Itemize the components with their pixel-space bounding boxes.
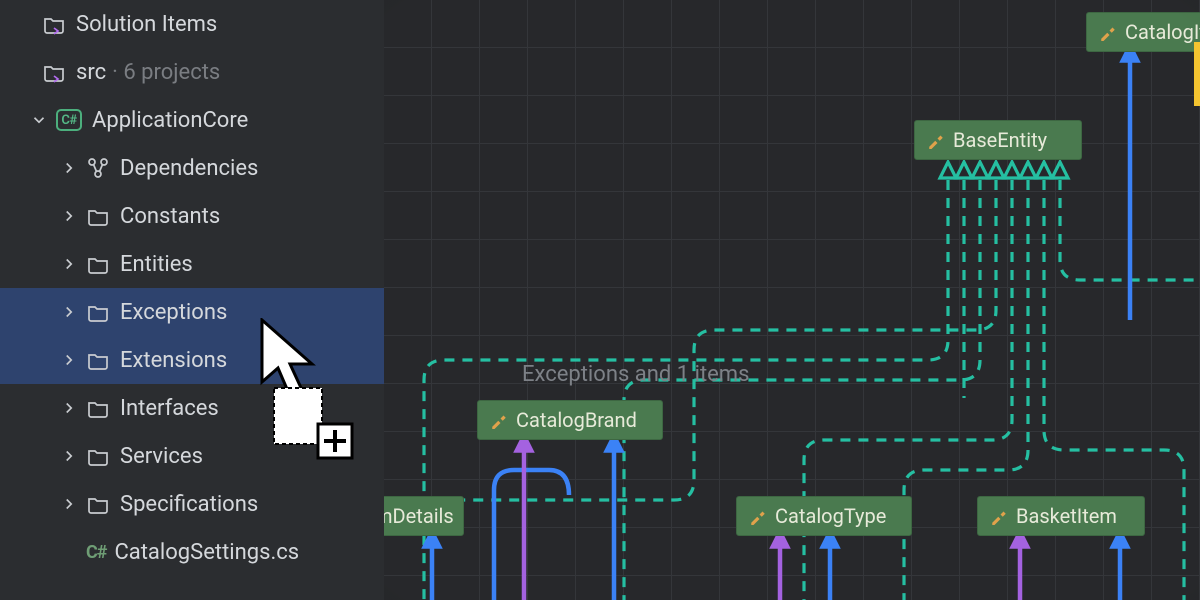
node-baseentity[interactable]: BaseEntity bbox=[914, 120, 1082, 160]
tree-item-label: Specifications bbox=[120, 492, 258, 517]
tree-item-applicationcore[interactable]: C# ApplicationCore bbox=[0, 96, 384, 144]
tree-item-sublabel: · 6 projects bbox=[112, 60, 220, 85]
tree-item-extensions[interactable]: Extensions bbox=[0, 336, 384, 384]
chevron-right-icon[interactable] bbox=[60, 207, 78, 225]
chevron-right-icon[interactable] bbox=[60, 303, 78, 321]
chevron-right-icon[interactable] bbox=[60, 447, 78, 465]
csharp-file-icon: C# bbox=[86, 542, 106, 563]
node-label: mDetails bbox=[384, 504, 454, 528]
tree-item-constants[interactable]: Constants bbox=[0, 192, 384, 240]
tree-item-catalogsettings[interactable]: C# CatalogSettings.cs bbox=[0, 528, 384, 576]
folder-icon bbox=[86, 492, 110, 516]
node-label: BasketItem bbox=[1016, 504, 1117, 528]
node-catalogit[interactable]: CatalogIt bbox=[1086, 12, 1200, 52]
tree-item-entities[interactable]: Entities bbox=[0, 240, 384, 288]
node-catalogbrand[interactable]: CatalogBrand bbox=[477, 400, 663, 440]
tree-item-label: Services bbox=[120, 444, 203, 469]
folder-icon bbox=[86, 444, 110, 468]
chevron-down-icon[interactable] bbox=[30, 111, 48, 129]
diagram-canvas[interactable]: Exceptions and 1 items BaseEntity Catalo… bbox=[384, 0, 1200, 600]
tree-item-label: Dependencies bbox=[120, 156, 258, 181]
folder-icon bbox=[86, 252, 110, 276]
hammer-icon bbox=[749, 507, 767, 525]
tree-item-exceptions[interactable]: Exceptions bbox=[0, 288, 384, 336]
tree-item-solution-items[interactable]: Solution Items bbox=[0, 0, 384, 48]
tree-item-label: Extensions bbox=[120, 348, 227, 373]
chevron-right-icon[interactable] bbox=[60, 351, 78, 369]
project-tree[interactable]: Solution Items src · 6 projects C# Appli… bbox=[0, 0, 384, 600]
chevron-right-icon[interactable] bbox=[60, 159, 78, 177]
solution-folder-icon bbox=[42, 12, 66, 36]
chevron-right-icon[interactable] bbox=[60, 255, 78, 273]
hammer-icon bbox=[927, 131, 945, 149]
hammer-icon bbox=[490, 411, 508, 429]
node-label: CatalogType bbox=[775, 504, 886, 528]
folder-icon bbox=[86, 396, 110, 420]
tree-item-label: Interfaces bbox=[120, 396, 219, 421]
solution-folder-icon bbox=[42, 60, 66, 84]
hammer-icon bbox=[1099, 23, 1117, 41]
folder-icon bbox=[86, 300, 110, 324]
csharp-project-icon: C# bbox=[56, 109, 82, 131]
clipped-node-edge bbox=[1194, 42, 1200, 106]
node-catalogtype[interactable]: CatalogType bbox=[736, 496, 912, 536]
tree-item-interfaces[interactable]: Interfaces bbox=[0, 384, 384, 432]
drag-ghost-label: Exceptions and 1 items bbox=[522, 362, 749, 387]
node-label: CatalogBrand bbox=[516, 408, 637, 432]
node-basketitem[interactable]: BasketItem bbox=[977, 496, 1145, 536]
tree-item-label: Solution Items bbox=[76, 12, 217, 37]
chevron-right-icon[interactable] bbox=[60, 495, 78, 513]
tree-item-label: CatalogSettings.cs bbox=[114, 540, 299, 565]
tree-item-label: Entities bbox=[120, 252, 193, 277]
folder-icon bbox=[86, 348, 110, 372]
folder-icon bbox=[86, 204, 110, 228]
tree-item-services[interactable]: Services bbox=[0, 432, 384, 480]
tree-item-src[interactable]: src · 6 projects bbox=[0, 48, 384, 96]
tree-item-label: src bbox=[76, 60, 106, 85]
dependencies-icon bbox=[86, 156, 110, 180]
chevron-right-icon[interactable] bbox=[60, 399, 78, 417]
node-label: BaseEntity bbox=[953, 128, 1047, 152]
tree-item-dependencies[interactable]: Dependencies bbox=[0, 144, 384, 192]
tree-item-label: Constants bbox=[120, 204, 220, 229]
hammer-icon bbox=[990, 507, 1008, 525]
tree-item-label: ApplicationCore bbox=[92, 108, 248, 133]
node-label: CatalogIt bbox=[1125, 20, 1200, 44]
tree-item-label: Exceptions bbox=[120, 300, 227, 325]
node-mdetails[interactable]: mDetails bbox=[384, 496, 464, 536]
tree-item-specifications[interactable]: Specifications bbox=[0, 480, 384, 528]
